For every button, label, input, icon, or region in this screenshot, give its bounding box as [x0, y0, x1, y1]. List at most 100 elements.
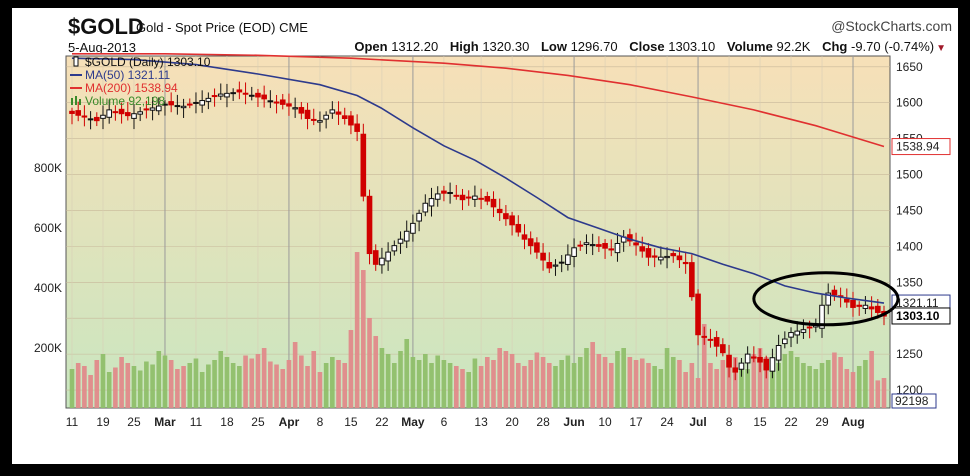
- volume-bar: [844, 369, 850, 408]
- candle-body: [124, 112, 131, 117]
- candle-body: [298, 107, 305, 114]
- legend-volume-swatch: [79, 99, 81, 105]
- volume-bar: [286, 360, 292, 408]
- candle-body: [552, 264, 559, 267]
- candle-body: [224, 92, 230, 98]
- volume-bar: [168, 360, 174, 408]
- volume-label: Volume: [726, 39, 773, 54]
- volume-bar: [571, 363, 577, 408]
- close-value: 1303.10: [668, 39, 716, 54]
- volume-tag-label: 92198: [895, 394, 929, 408]
- ma200-line: [72, 52, 885, 148]
- volume-bar: [472, 358, 478, 408]
- volume-bar: [763, 357, 769, 408]
- volume-bar: [460, 369, 465, 408]
- annotation-ellipse: [752, 271, 900, 327]
- volume-bar: [317, 372, 323, 408]
- chart-frame: $GOLD Gold - Spot Price (EOD) CME @Stock…: [12, 8, 958, 464]
- x-tick-label: Mar: [154, 415, 176, 429]
- candle-body: [614, 242, 621, 254]
- volume-bar: [739, 363, 744, 408]
- volume-bar: [689, 363, 695, 408]
- candle-body: [186, 103, 193, 106]
- open-value: 1312.20: [391, 39, 439, 54]
- candle-body: [248, 94, 255, 97]
- candle-body: [490, 198, 497, 208]
- candle-body: [726, 354, 732, 368]
- volume-bar: [367, 318, 372, 408]
- volume-bar: [484, 357, 490, 408]
- candle-body: [478, 197, 484, 200]
- volume-bar: [732, 357, 738, 408]
- candle-body: [503, 213, 509, 220]
- volume-bar: [584, 348, 589, 408]
- volume-tick-label: 600K: [34, 221, 62, 235]
- volume-bar: [441, 360, 447, 408]
- brand-label: @StockCharts.com: [831, 18, 952, 34]
- candle-body: [453, 194, 460, 197]
- x-tick-label: Aug: [841, 415, 864, 429]
- candle-body: [360, 133, 367, 197]
- candle-body: [583, 242, 590, 246]
- candle-body: [800, 329, 807, 333]
- volume-bar: [249, 358, 255, 408]
- candle-body: [862, 304, 869, 309]
- candle-body: [100, 114, 106, 119]
- candle-body: [775, 345, 782, 361]
- volume-bar: [602, 357, 608, 408]
- volume-bar: [354, 252, 360, 408]
- candle-body: [521, 234, 528, 240]
- candle-body: [670, 253, 677, 257]
- volume-bar: [361, 270, 366, 408]
- volume-bar: [125, 363, 131, 408]
- candle-body: [162, 103, 168, 106]
- x-tick-label: 8: [726, 415, 733, 429]
- volume-bar: [230, 363, 236, 408]
- legend-volume-swatch: [71, 98, 73, 105]
- volume-bar: [546, 363, 552, 408]
- candle-body: [676, 255, 683, 261]
- candle-body: [534, 242, 540, 253]
- candle-body: [608, 248, 615, 251]
- volume-bar: [478, 366, 484, 408]
- volume-bar: [627, 357, 633, 408]
- x-tick-label: 10: [598, 415, 612, 429]
- candle-body: [850, 299, 856, 308]
- candle-body: [236, 89, 243, 93]
- x-tick-label: 28: [536, 415, 550, 429]
- candle-body: [304, 109, 311, 119]
- candle-body: [87, 118, 94, 121]
- price-tick-label: 1350: [896, 275, 923, 289]
- candle-body: [255, 92, 261, 98]
- candle-body: [69, 110, 75, 114]
- volume-bar: [708, 363, 713, 408]
- candle-body: [323, 114, 329, 120]
- candle-body: [874, 305, 881, 313]
- candle-body: [397, 238, 404, 244]
- legend-main-swatch: [73, 56, 79, 67]
- x-tick-label: 19: [96, 415, 110, 429]
- volume-bar: [447, 363, 453, 408]
- volume-bar: [776, 363, 781, 408]
- candle-body: [732, 367, 739, 373]
- candle-body: [596, 244, 602, 247]
- close-tag-label: 1303.10: [896, 309, 940, 323]
- volume-bar: [540, 357, 546, 408]
- candle-body: [286, 103, 292, 107]
- volume-bar: [596, 354, 602, 408]
- volume-bar: [398, 351, 403, 408]
- price-tick-label: 1600: [896, 96, 923, 110]
- volume-bar: [429, 363, 434, 408]
- legend-ma200-text: MA(200) 1538.94: [85, 81, 178, 95]
- volume-bar: [559, 360, 564, 408]
- volume-bar: [255, 354, 261, 408]
- candle-body: [180, 105, 187, 109]
- volume-bar: [819, 363, 825, 408]
- candle-body: [106, 109, 112, 118]
- volume-bar: [100, 354, 106, 408]
- volume-bar: [348, 330, 354, 408]
- volume-bar: [646, 363, 651, 408]
- volume-bar: [813, 369, 819, 408]
- candle-body: [428, 198, 435, 207]
- candle-body: [354, 123, 360, 132]
